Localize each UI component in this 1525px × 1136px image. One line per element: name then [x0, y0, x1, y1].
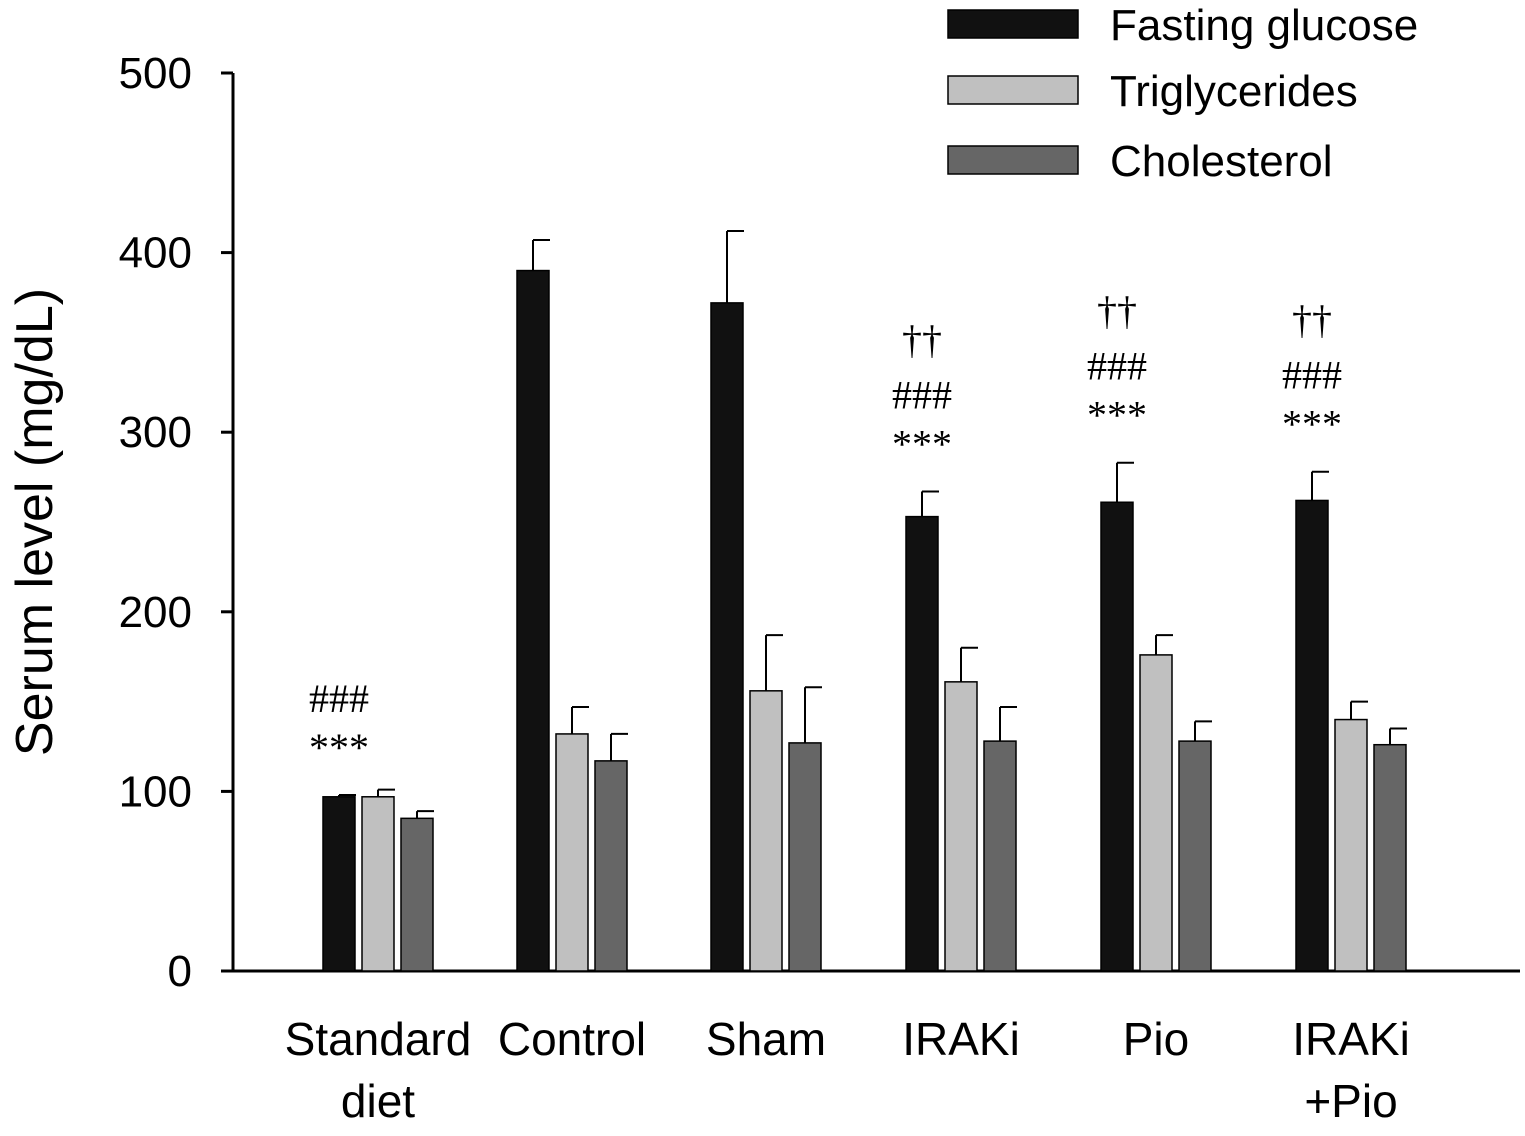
significance-marker: †† [1292, 298, 1332, 343]
bars [322, 230, 1407, 972]
significance-marker: †† [1097, 289, 1137, 334]
bar-triglycerides [944, 681, 978, 972]
bar-triglycerides [749, 690, 783, 972]
x-tick-label: Sham [706, 1013, 826, 1065]
x-tick-label: Control [498, 1013, 646, 1065]
y-tick-label: 400 [119, 229, 192, 278]
bar-cholesterol [983, 740, 1017, 972]
y-tick-label: 200 [119, 588, 192, 637]
bar-fasting-glucose [516, 269, 550, 972]
legend-label: Cholesterol [1110, 137, 1333, 186]
significance-marker: ### [1282, 353, 1342, 398]
y-axis-label: Serum level (mg/dL) [6, 288, 64, 756]
y-tick-label: 0 [168, 947, 192, 996]
x-tick-label: diet [341, 1075, 415, 1127]
y-tick-label: 300 [119, 408, 192, 457]
legend-swatch [947, 145, 1079, 175]
x-tick-label: Standard [285, 1013, 472, 1065]
significance-marker: *** [892, 421, 952, 466]
bar-cholesterol [594, 760, 628, 972]
bar-fasting-glucose [322, 796, 356, 972]
bar-cholesterol [400, 817, 434, 972]
significance-marker: †† [902, 317, 942, 362]
significance-marker: *** [1087, 393, 1147, 438]
significance-marker: ### [892, 372, 952, 417]
x-tick-label: IRAKi [902, 1013, 1020, 1065]
legend-label: Fasting glucose [1110, 1, 1418, 50]
x-tick-label: +Pio [1304, 1075, 1397, 1127]
y-tick-label: 100 [119, 767, 192, 816]
y-tick-label: 500 [119, 49, 192, 98]
bar-triglycerides [1139, 654, 1173, 972]
legend-swatch [947, 9, 1079, 39]
legend: Fasting glucose Triglycerides Cholesterol [947, 1, 1418, 186]
annotations: ***###***###††***###††***###†† [309, 289, 1342, 770]
legend-label: Triglycerides [1110, 67, 1358, 116]
bar-cholesterol [1373, 743, 1407, 972]
significance-marker: *** [309, 725, 369, 770]
bar-triglycerides [361, 796, 395, 972]
bar-fasting-glucose [905, 515, 939, 972]
significance-marker: *** [1282, 402, 1342, 447]
bar-cholesterol [788, 742, 822, 972]
bar-fasting-glucose [710, 302, 744, 972]
significance-marker: ### [1087, 344, 1147, 389]
legend-swatch [947, 75, 1079, 105]
axes: 0 100 200 300 400 500 Standard diet Control Sham I… [119, 49, 1520, 1127]
significance-marker: ### [309, 676, 369, 721]
bar-fasting-glucose [1295, 499, 1329, 972]
bar-fasting-glucose [1100, 501, 1134, 972]
x-tick-label: Pio [1123, 1013, 1189, 1065]
x-tick-label: IRAKi [1292, 1013, 1410, 1065]
bar-cholesterol [1178, 740, 1212, 972]
bar-triglycerides [1334, 718, 1368, 972]
bar-triglycerides [555, 733, 589, 972]
